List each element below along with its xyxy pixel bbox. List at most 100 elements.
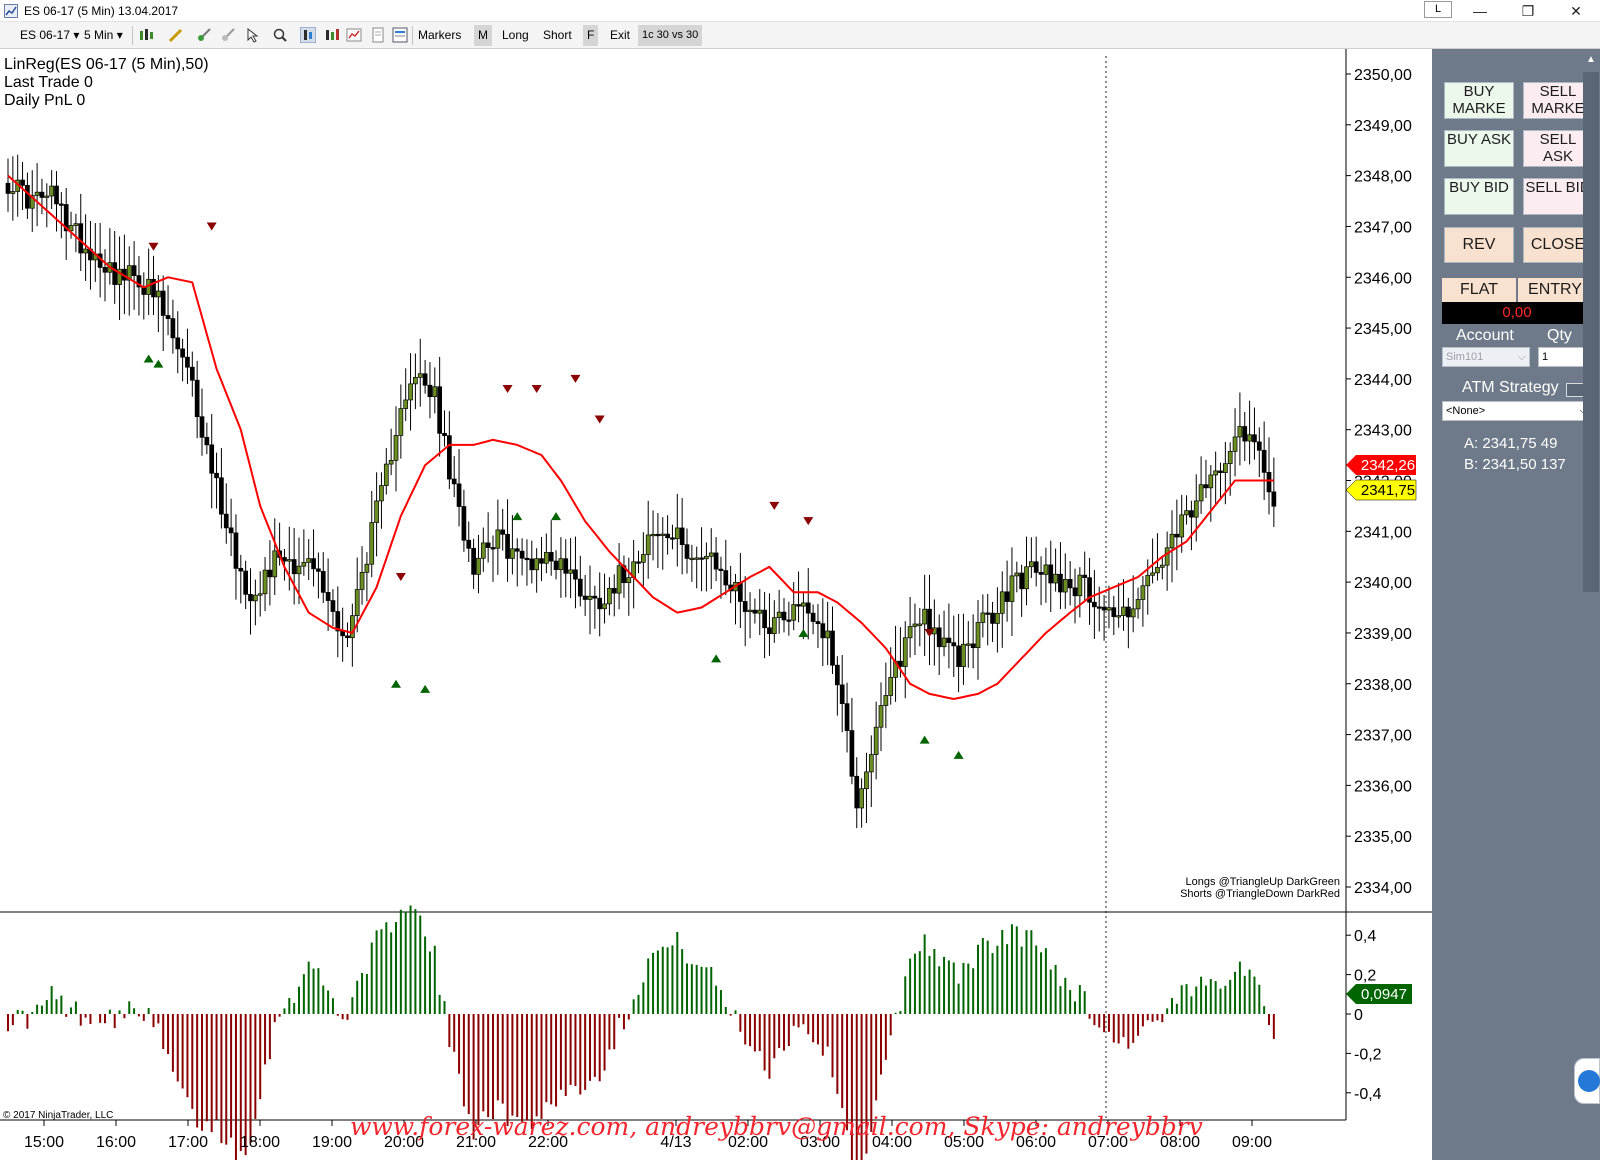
candle-body: [253, 594, 258, 602]
remove-drawing-icon[interactable]: [220, 27, 236, 43]
buy-bid-button[interactable]: BUY BID: [1444, 178, 1514, 215]
candle: [524, 539, 530, 586]
candle-body: [587, 595, 593, 600]
sell-ask-button[interactable]: SELL ASK: [1523, 130, 1593, 167]
account-select[interactable]: Sim101 ⌵: [1442, 347, 1530, 367]
teamviewer-icon: [1578, 1070, 1600, 1092]
candle-body: [379, 485, 384, 502]
short-entry-marker: [206, 222, 217, 231]
candle: [136, 255, 142, 316]
atm-strategy-select[interactable]: <None>⌵: [1442, 401, 1592, 421]
instrument-selector[interactable]: ES 06-17 ▾: [20, 26, 79, 45]
position-pnl: 0,00: [1442, 302, 1592, 324]
time-tick-label: 17:00: [168, 1134, 208, 1151]
candle: [1179, 494, 1185, 553]
candle: [102, 249, 108, 302]
candlestick-style-icon[interactable]: [138, 27, 154, 43]
teamviewer-badge[interactable]: [1574, 1058, 1600, 1104]
candle: [20, 161, 25, 211]
candle-body: [723, 570, 729, 586]
candle: [1237, 392, 1243, 466]
zoom-icon[interactable]: [272, 27, 288, 43]
panel-scroll-up-icon[interactable]: ▲: [1586, 54, 1596, 65]
candle: [417, 338, 423, 407]
candle: [1189, 500, 1194, 551]
draw-pencil-icon[interactable]: [168, 27, 184, 43]
candle-body: [126, 265, 132, 281]
oscillator-axis-ticks: 0,4 0,2 0 -0,2 -0,4: [1346, 928, 1382, 1103]
candle: [311, 529, 316, 587]
candle: [577, 555, 583, 607]
buy-ask-button[interactable]: BUY ASK: [1444, 130, 1514, 167]
account-label: Account: [1456, 327, 1514, 344]
candle-body: [1184, 510, 1189, 516]
candle: [485, 512, 491, 563]
long-button[interactable]: Long: [502, 28, 529, 42]
buy-market-button[interactable]: BUY MARKE: [1444, 82, 1514, 119]
candle: [781, 598, 787, 633]
candle-body: [912, 623, 918, 627]
candle: [539, 536, 544, 582]
reverse-button[interactable]: REV: [1444, 227, 1514, 263]
strategies-icon[interactable]: [346, 27, 362, 43]
candle: [495, 499, 501, 575]
entry-label: ENTRY: [1518, 278, 1592, 302]
oscillator-value-label: 0,0947: [1361, 986, 1407, 1003]
candle-body: [1140, 585, 1146, 600]
markers-button[interactable]: Markers: [418, 28, 462, 42]
candle-body: [548, 552, 554, 562]
candle: [1092, 570, 1097, 639]
candle-body: [301, 562, 307, 567]
maximize-button[interactable]: ❐: [1521, 3, 1535, 19]
candle: [369, 490, 375, 578]
candle: [1169, 510, 1175, 583]
candle: [1198, 456, 1204, 514]
candle: [1174, 499, 1180, 571]
chart-area[interactable]: 2350,00 2349,00 2348,00 2347,00 2346,00 2345,…: [0, 49, 1432, 1160]
candle-body: [757, 609, 763, 614]
chart-trader-icon[interactable]: [300, 27, 316, 43]
properties-icon[interactable]: [370, 27, 386, 43]
interval-selector[interactable]: 5 Min ▾: [84, 26, 123, 45]
candle-body: [1227, 451, 1233, 464]
minimize-button[interactable]: —: [1473, 3, 1487, 19]
candle: [1232, 408, 1238, 477]
candle-body: [228, 527, 234, 534]
daily-pnl-label: Daily PnL 0: [4, 92, 85, 109]
sell-market-button[interactable]: SELL MARKE: [1523, 82, 1593, 119]
add-drawing-icon[interactable]: [196, 27, 212, 43]
bid-info: B: 2341,50 137: [1464, 456, 1566, 473]
close-position-button[interactable]: CLOSE: [1523, 227, 1593, 263]
time-tick-label: 09:00: [1232, 1134, 1272, 1151]
candle: [830, 606, 835, 674]
candle-body: [1271, 491, 1277, 507]
candle-body: [156, 290, 161, 298]
candle-body: [403, 399, 409, 409]
candle-body: [752, 609, 758, 614]
candle: [864, 752, 869, 824]
f-button[interactable]: F: [583, 25, 599, 46]
indicators-icon[interactable]: [324, 27, 340, 43]
candle: [1184, 495, 1189, 525]
candle: [374, 472, 379, 557]
exit-button[interactable]: Exit: [610, 28, 631, 42]
candle: [742, 576, 748, 647]
candle: [529, 540, 535, 584]
mode-button[interactable]: 1c 30 vs 30: [638, 25, 703, 46]
l-button[interactable]: L: [1424, 1, 1452, 18]
close-button[interactable]: ✕: [1570, 3, 1582, 19]
short-button[interactable]: Short: [543, 28, 572, 42]
long-entry-marker: [512, 512, 523, 521]
candle-body: [684, 544, 690, 559]
candle-body: [1082, 574, 1088, 578]
candle-body: [1266, 472, 1272, 493]
candle-body: [674, 527, 680, 540]
cursor-tool-icon[interactable]: [245, 27, 261, 43]
data-box-icon[interactable]: [392, 27, 408, 43]
candle: [849, 697, 855, 785]
panel-scrollbar[interactable]: [1583, 72, 1599, 592]
m-button[interactable]: M: [474, 25, 492, 46]
candle: [131, 241, 137, 310]
candle: [995, 587, 1000, 653]
candle-body: [151, 278, 156, 298]
